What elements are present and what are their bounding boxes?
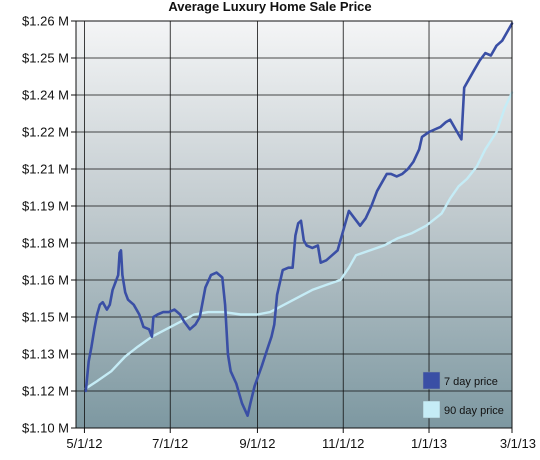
x-tick-label: 7/1/12 — [152, 436, 188, 451]
y-tick-label: $1.19 M — [22, 199, 69, 214]
x-tick-label: 1/1/13 — [411, 436, 447, 451]
legend-label: 7 day price — [444, 376, 498, 388]
x-tick-label: 11/1/12 — [322, 436, 364, 451]
y-tick-label: $1.15 M — [22, 310, 69, 325]
x-tick-label: 5/1/12 — [66, 436, 102, 451]
plot-frame — [75, 20, 513, 429]
legend: 7 day price 90 day price — [422, 371, 504, 419]
legend-swatch — [422, 371, 441, 390]
legend-label: 90 day price — [444, 405, 504, 417]
chart-title: Average Luxury Home Sale Price — [168, 0, 372, 14]
y-tick-label: $1.16 M — [22, 273, 69, 288]
y-tick-label: $1.18 M — [22, 236, 69, 251]
y-tick-label: $1.24 M — [22, 88, 69, 103]
y-tick-label: $1.12 M — [22, 384, 69, 399]
y-tick-label: $1.22 M — [22, 125, 69, 140]
y-tick-label: $1.26 M — [22, 14, 69, 29]
series-line-7-day — [84, 22, 514, 417]
legend-swatch — [422, 400, 441, 419]
x-axis: 5/1/12 7/1/12 9/1/12 11/1/12 1/1/13 3/1/13 — [66, 428, 536, 451]
plot-area — [76, 21, 512, 428]
x-tick-label: 9/1/12 — [239, 436, 275, 451]
y-tick-label: $1.25 M — [22, 51, 69, 66]
y-tick-label: $1.21 M — [22, 162, 69, 177]
y-tick-label: $1.10 M — [22, 421, 69, 436]
x-tick-label: 3/1/13 — [500, 436, 536, 451]
series-line-90-day — [84, 91, 514, 390]
y-axis: $1.10 M $1.12 M $1.13 M $1.15 M $1.16 M $1.18… — [22, 14, 76, 436]
series-layer — [84, 22, 514, 417]
y-tick-label: $1.13 M — [22, 347, 69, 362]
